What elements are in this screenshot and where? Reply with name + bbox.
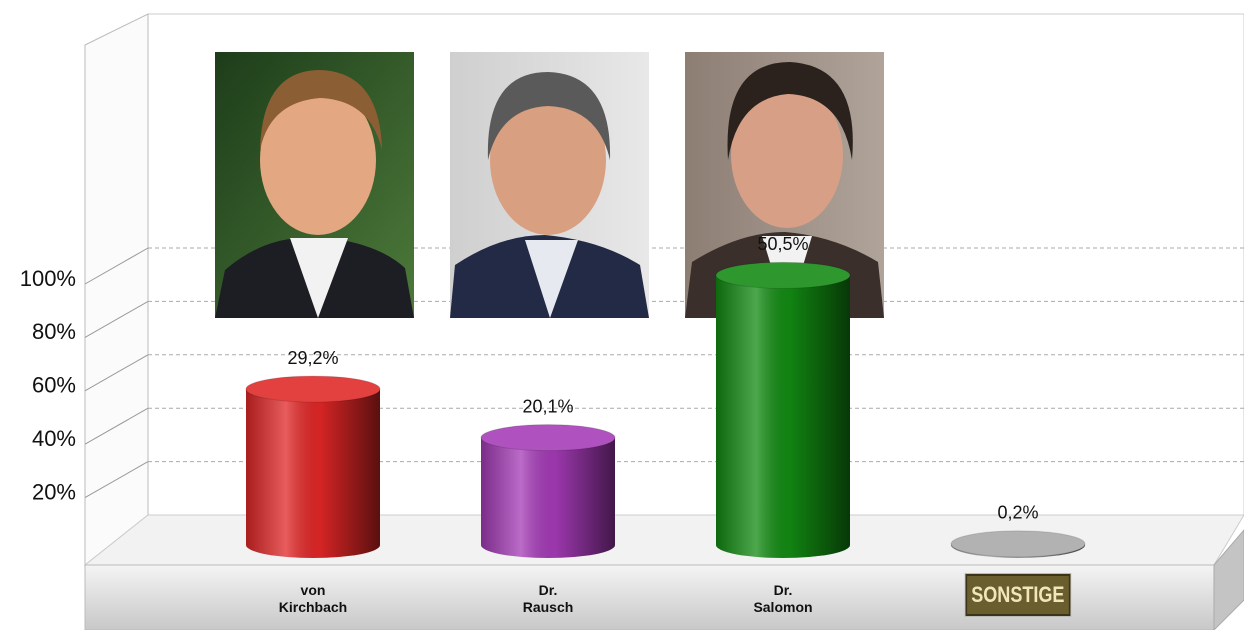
bar-shade — [481, 438, 615, 545]
cylinder — [481, 425, 615, 558]
value-label: 0,2% — [997, 503, 1038, 523]
x-tick-label: Dr. Salomon — [703, 582, 863, 616]
cylinder — [951, 531, 1085, 558]
y-tick-label: 100% — [20, 266, 76, 291]
cylinder-top-light — [246, 376, 380, 402]
cylinder — [716, 262, 850, 558]
value-label: 50,5% — [757, 234, 808, 254]
y-tick-label: 60% — [32, 373, 76, 398]
x-tick-label: Dr. Rausch — [468, 582, 628, 616]
y-tick-label: 40% — [32, 426, 76, 451]
y-tick-label: 20% — [32, 479, 76, 504]
value-label: 29,2% — [287, 348, 338, 368]
cylinder-top-light — [716, 262, 850, 288]
chart: 20% 40% 60% 80% 100% 29,2% 20,1% 50,5% 0,2% — [0, 0, 1244, 630]
page: 20%40%60%80%100%29,2%20,1%50,5%0,2% (() … — [0, 0, 1244, 630]
x-tick-label: von Kirchbach — [233, 582, 393, 616]
cylinder-top-light — [481, 425, 615, 451]
cylinder — [246, 376, 380, 558]
value-label: 20,1% — [522, 396, 573, 416]
cylinder-top-light — [951, 531, 1085, 557]
bar-shade — [246, 389, 380, 545]
x-tick-label: SONSTIGE — [965, 574, 1070, 616]
bar-shade — [716, 275, 850, 545]
y-tick-label: 80% — [32, 319, 76, 344]
